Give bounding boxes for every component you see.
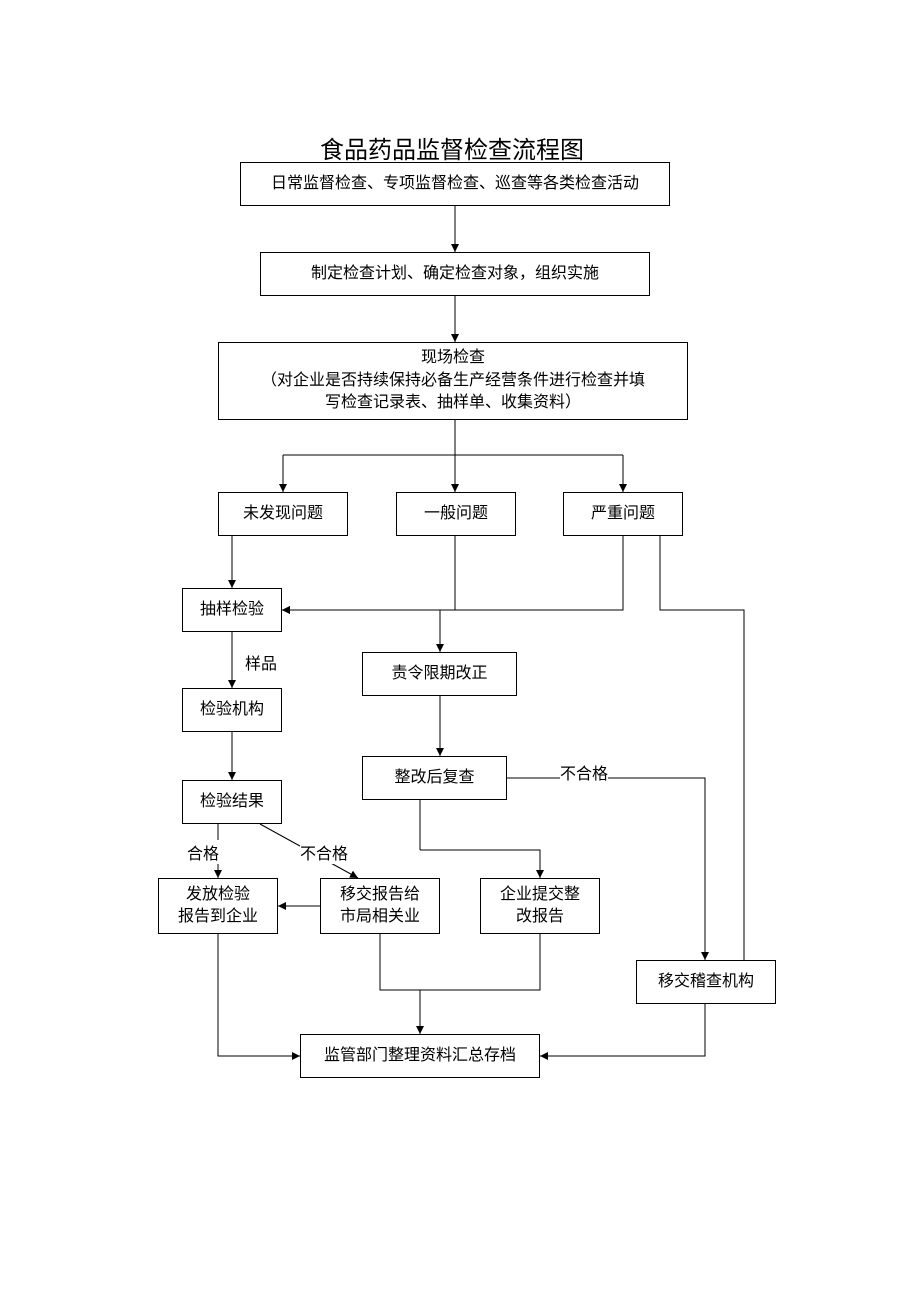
flowchart-canvas: 食品药品监督检查流程图 日常监督检查、专项监督检查、巡查等各类检查活动制定检查计… <box>0 0 920 1301</box>
flowchart-node-n1: 日常监督检查、专项监督检查、巡查等各类检查活动 <box>240 162 670 206</box>
flowchart-node-n15: 移交稽查机构 <box>636 960 776 1004</box>
flowchart-node-n13: 移交报告给 市局相关业 <box>320 878 440 934</box>
flowchart-label-l3: 不合格 <box>300 840 348 864</box>
flowchart-node-n8: 检验机构 <box>182 688 282 732</box>
flowchart-node-n2: 制定检查计划、确定检查对象，组织实施 <box>260 252 650 296</box>
flowchart-label-l1: 样品 <box>245 650 277 674</box>
flowchart-node-n7: 抽样检验 <box>182 588 282 632</box>
flowchart-node-n9: 责令限期改正 <box>362 652 517 696</box>
flowchart-node-n6: 严重问题 <box>563 492 683 536</box>
flowchart-node-n16: 监管部门整理资料汇总存档 <box>300 1034 540 1078</box>
flowchart-node-n12: 发放检验 报告到企业 <box>158 878 278 934</box>
flowchart-node-n10: 检验结果 <box>182 780 282 824</box>
flowchart-node-n3: 现场检查 （对企业是否持续保持必备生产经营条件进行检查并填 写检查记录表、抽样单… <box>218 342 688 420</box>
flowchart-title: 食品药品监督检查流程图 <box>320 130 584 165</box>
flowchart-label-l2: 合格 <box>187 840 219 864</box>
flowchart-node-n14: 企业提交整 改报告 <box>480 878 600 934</box>
flowchart-node-n4: 未发现问题 <box>218 492 348 536</box>
flowchart-node-n11: 整改后复查 <box>362 756 507 800</box>
flowchart-label-l4: 不合格 <box>560 760 608 784</box>
flowchart-node-n5: 一般问题 <box>396 492 516 536</box>
